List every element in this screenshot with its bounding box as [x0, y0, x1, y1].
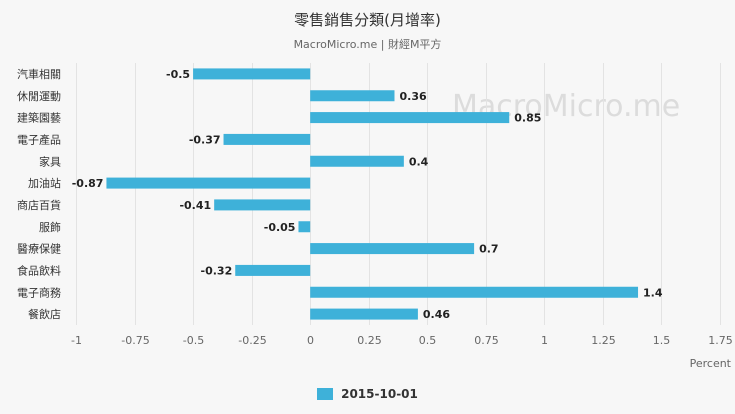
x-axis-title: Percent — [690, 357, 732, 370]
x-tick-label: -0.75 — [121, 334, 149, 347]
data-label: -0.41 — [179, 199, 211, 212]
data-label: 0.7 — [479, 243, 499, 256]
data-label: -0.37 — [189, 133, 221, 146]
category-label: 電子商務 — [17, 285, 61, 299]
x-tick-label: 0.5 — [419, 334, 437, 347]
category-labels: 汽車相關休閒運動建築園藝電子產品家具加油站商店百貨服飾醫療保健食品飲料電子商務餐… — [17, 67, 61, 321]
legend-swatch — [317, 388, 334, 400]
category-label: 電子產品 — [17, 132, 61, 146]
category-label: 汽車相關 — [17, 67, 61, 81]
data-label: 1.4 — [643, 286, 663, 299]
category-label: 加油站 — [28, 176, 61, 190]
x-tick-label: 1.25 — [591, 334, 616, 347]
bars — [106, 68, 639, 320]
chart-subtitle: MacroMicro.me | 財經M平方 — [293, 38, 442, 51]
x-tick-label: 1.5 — [653, 334, 671, 347]
category-label: 商店百貨 — [17, 198, 61, 212]
data-label: 0.46 — [423, 308, 450, 321]
x-tick-label: -0.5 — [183, 334, 204, 347]
bar[interactable] — [106, 177, 311, 189]
category-label: 休閒運動 — [17, 89, 61, 103]
x-axis-ticks: -1 -0.75 -0.5 -0.25 0 0.25 0.5 0.75 1 1.25 1.5 1.75 — [71, 334, 733, 347]
data-label: 0.4 — [409, 155, 429, 168]
category-label: 餐飲店 — [28, 307, 61, 321]
x-tick-label: 1.75 — [708, 334, 733, 347]
chart-title: 零售銷售分類(月增率) — [294, 11, 441, 29]
category-label: 家具 — [39, 154, 61, 168]
bar[interactable] — [310, 90, 395, 102]
data-label: 0.36 — [399, 90, 426, 103]
category-label: 食品飲料 — [17, 263, 61, 277]
bar[interactable] — [310, 112, 510, 124]
bar[interactable] — [310, 286, 639, 298]
x-tick-label: -0.25 — [238, 334, 266, 347]
category-label: 建築園藝 — [17, 111, 61, 125]
data-label: -0.32 — [201, 264, 233, 277]
bar[interactable] — [310, 308, 418, 320]
x-tick-label: -1 — [71, 334, 82, 347]
bar[interactable] — [298, 221, 311, 233]
category-label: 醫療保健 — [17, 242, 61, 256]
x-tick-label: 0.75 — [474, 334, 499, 347]
x-tick-label: 1 — [541, 334, 548, 347]
bar[interactable] — [193, 68, 311, 80]
bar[interactable] — [310, 155, 404, 167]
legend[interactable]: 2015-10-01 — [0, 387, 735, 401]
data-label: -0.87 — [72, 177, 104, 190]
data-label: 0.85 — [514, 112, 541, 125]
bar[interactable] — [310, 243, 475, 255]
bar[interactable] — [214, 199, 311, 211]
bar[interactable] — [223, 133, 311, 145]
data-labels: -0.5 0.36 0.85 -0.37 0.4 -0.87 -0.41 -0.05 0.7 -0… — [72, 68, 663, 321]
category-label: 服飾 — [39, 221, 61, 234]
x-tick-label: 0 — [307, 334, 314, 347]
data-label: -0.05 — [264, 221, 296, 234]
bar[interactable] — [235, 264, 311, 276]
legend-label: 2015-10-01 — [341, 387, 418, 401]
data-label: -0.5 — [166, 68, 190, 81]
grid-lines — [76, 63, 721, 325]
x-tick-label: 0.25 — [357, 334, 382, 347]
